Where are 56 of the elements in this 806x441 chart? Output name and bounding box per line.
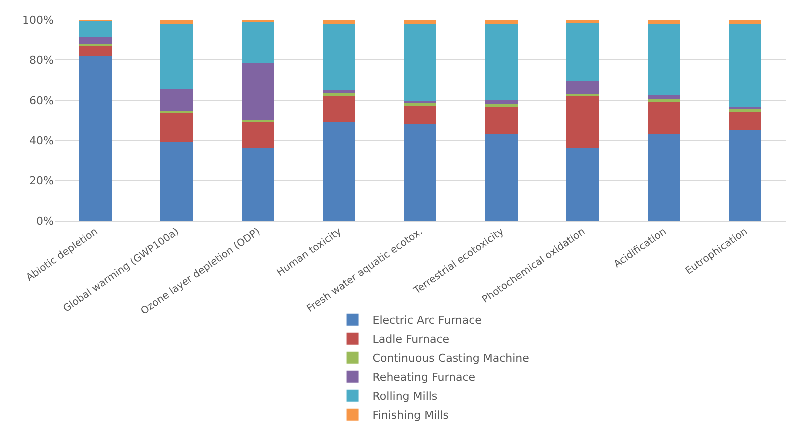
bar [648, 95, 680, 100]
bar [79, 45, 112, 56]
bar [242, 22, 274, 64]
bar [79, 21, 112, 38]
bar [160, 113, 194, 143]
bar [485, 134, 518, 221]
bar [648, 134, 680, 221]
bar [323, 93, 356, 96]
bar [323, 122, 356, 221]
bar [648, 24, 680, 96]
bar [729, 112, 762, 131]
bar [323, 90, 356, 94]
bar [404, 106, 437, 125]
y-tick-label: 40% [30, 134, 54, 148]
legend-label: Rolling Mills [372, 390, 438, 404]
bar [566, 23, 600, 82]
bar [160, 20, 194, 24]
legend-label: Reheating Furnace [372, 371, 476, 384]
bar [79, 56, 112, 221]
y-tick-label: 80% [30, 54, 54, 68]
bar [242, 148, 274, 221]
bar [323, 96, 356, 123]
bar [566, 96, 600, 149]
bar [485, 104, 518, 108]
bar [648, 99, 680, 102]
bar [242, 122, 274, 149]
bar [729, 20, 762, 24]
bar [404, 124, 437, 221]
bar [729, 130, 762, 221]
y-tick-label: 0% [36, 214, 54, 228]
bar [648, 102, 680, 135]
bar [160, 24, 194, 90]
bar [485, 107, 518, 135]
legend-label: Finishing Mills [372, 409, 450, 422]
bar [160, 142, 194, 221]
bar [485, 100, 518, 104]
bar [485, 20, 518, 24]
bar [323, 20, 356, 24]
bar [404, 24, 437, 102]
legend-label: Continuous Casting Machine [372, 352, 530, 366]
y-tick-label: 60% [30, 94, 54, 108]
legend-label: Electric Arc Furnace [372, 314, 482, 328]
bar [404, 20, 437, 24]
bar [648, 20, 680, 24]
bar [566, 148, 600, 221]
y-tick-label: 100% [22, 14, 54, 27]
bar [79, 37, 112, 44]
bar [323, 24, 356, 90]
bar [566, 81, 600, 94]
bar [485, 24, 518, 100]
y-tick-label: 20% [30, 174, 54, 188]
bar [242, 63, 274, 120]
legend-label: Ladle Furnace [372, 333, 450, 346]
bar [729, 24, 762, 108]
bar [160, 89, 194, 112]
bar [566, 20, 600, 24]
